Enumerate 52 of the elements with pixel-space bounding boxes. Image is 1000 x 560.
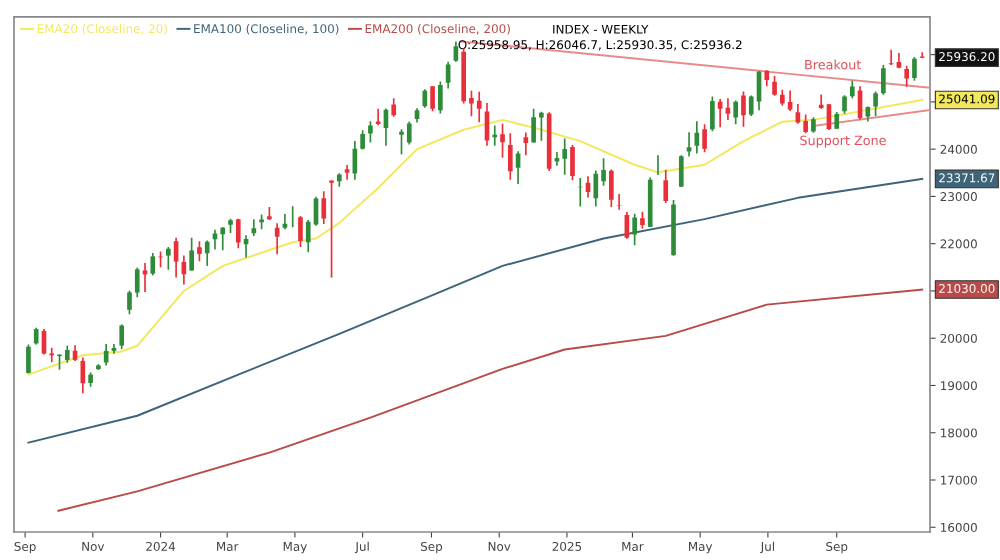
candlestick (368, 120, 373, 144)
candlestick (562, 137, 568, 176)
candlestick (329, 179, 334, 279)
candlestick (298, 215, 303, 248)
candlestick (399, 128, 404, 156)
candlestick (647, 176, 653, 228)
candlestick (166, 246, 171, 271)
candlestick (150, 252, 156, 277)
candlestick (507, 132, 513, 181)
candlestick (197, 240, 202, 263)
candlestick (663, 168, 669, 204)
candlestick (492, 124, 498, 147)
line-series (27, 177, 924, 444)
candlestick (220, 226, 226, 252)
candlestick (119, 323, 125, 351)
candlestick (593, 169, 599, 208)
candlestick (430, 85, 435, 113)
candlestick (422, 88, 428, 109)
candlestick (476, 91, 482, 124)
candlestick (710, 95, 715, 133)
candlestick (772, 75, 777, 97)
candlestick (616, 193, 622, 211)
candlestick (842, 94, 847, 115)
candlestick (702, 123, 707, 154)
candlestick (873, 90, 878, 117)
line-series (27, 99, 924, 376)
candlestick (609, 168, 614, 208)
candlestick (500, 122, 505, 159)
candlestick (321, 190, 327, 225)
candlestick (904, 64, 910, 88)
candlestick (678, 154, 684, 188)
candlestick (360, 129, 365, 151)
candlestick (531, 107, 536, 144)
candlestick (912, 56, 917, 82)
candlestick (919, 51, 925, 59)
candlestick (235, 217, 241, 250)
candlestick (803, 113, 808, 135)
candlestick (881, 64, 886, 96)
candlestick (204, 239, 210, 267)
line-series (57, 288, 924, 512)
candlestick (375, 107, 381, 126)
candlestick (406, 120, 412, 146)
candlestick (570, 144, 575, 181)
candlestick (741, 90, 746, 128)
candlestick (632, 212, 637, 247)
candlestick (438, 80, 443, 115)
candlestick (26, 343, 31, 375)
candlestick (189, 236, 194, 272)
candlestick (539, 110, 544, 142)
candlestick (733, 99, 739, 126)
candlestick (686, 131, 692, 158)
candlestick (391, 97, 397, 118)
